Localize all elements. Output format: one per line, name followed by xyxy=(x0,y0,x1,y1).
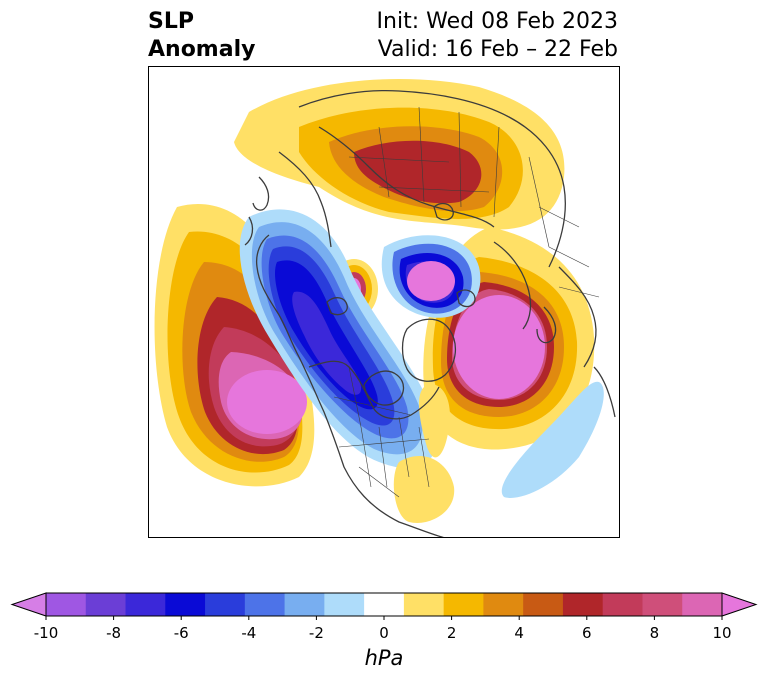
colorbar-cell xyxy=(523,593,564,616)
colorbar-units: hPa xyxy=(364,646,404,670)
colorbar-tick-label: 4 xyxy=(514,624,524,642)
colorbar-tick-label: -8 xyxy=(106,624,122,642)
coastlines xyxy=(244,90,616,537)
anomaly-map-svg xyxy=(154,79,616,537)
valid-range: Valid: 16 Feb – 22 Feb xyxy=(377,37,618,62)
map-dates: Init: Wed 08 Feb 2023 Valid: 16 Feb – 22… xyxy=(377,8,618,64)
colorbar-cell xyxy=(642,593,683,616)
colorbar-ticks xyxy=(45,616,723,620)
colorbar-cell xyxy=(562,593,604,616)
colorbar-tick-label: 6 xyxy=(582,624,592,642)
eurasia-high-anomaly xyxy=(234,79,565,230)
title-variable-line1: SLP xyxy=(148,9,194,34)
borders xyxy=(333,106,600,498)
colorbar-cell xyxy=(483,593,524,616)
colorbar-cell xyxy=(682,593,723,616)
western-trough-anomaly xyxy=(239,209,437,469)
colorbar-tick-label: 0 xyxy=(379,624,389,642)
colorbar-cell xyxy=(443,593,484,616)
colorbar-cell xyxy=(284,593,325,616)
colorbar-tick-label: 8 xyxy=(649,624,660,642)
colorbar-tick-label: 10 xyxy=(712,624,732,642)
colorbar-cell xyxy=(244,593,286,616)
colorbar xyxy=(10,592,758,620)
init-date: Init: Wed 08 Feb 2023 xyxy=(376,9,618,34)
colorbar-tick-label: -6 xyxy=(173,624,189,642)
gulf-high-anomaly xyxy=(393,456,455,523)
colorbar-tick-label: -10 xyxy=(33,624,59,642)
colorbar-cell xyxy=(364,593,405,616)
colorbar-cell xyxy=(324,593,365,616)
map-title: SLP Anomaly xyxy=(148,8,255,64)
colorbar-cell xyxy=(403,593,445,616)
colorbar-cell xyxy=(125,593,166,616)
atlantic-low-anomaly xyxy=(501,381,604,498)
barents-low-anomaly xyxy=(381,235,481,318)
colorbar-cell xyxy=(85,593,127,616)
colorbar-cells xyxy=(10,592,758,617)
title-variable-line2: Anomaly xyxy=(148,37,256,62)
colorbar-cell xyxy=(602,593,643,616)
colorbar-cell xyxy=(165,593,206,616)
anomaly-map xyxy=(148,66,620,538)
colorbar-extend-max xyxy=(721,592,758,617)
colorbar-tick-label: -2 xyxy=(308,624,324,642)
colorbar-tick-label: 2 xyxy=(446,624,457,642)
colorbar-tick-label: -4 xyxy=(241,624,257,642)
colorbar-cell xyxy=(205,593,246,616)
colorbar-cell xyxy=(46,593,87,616)
colorbar-extend-min xyxy=(10,592,47,617)
